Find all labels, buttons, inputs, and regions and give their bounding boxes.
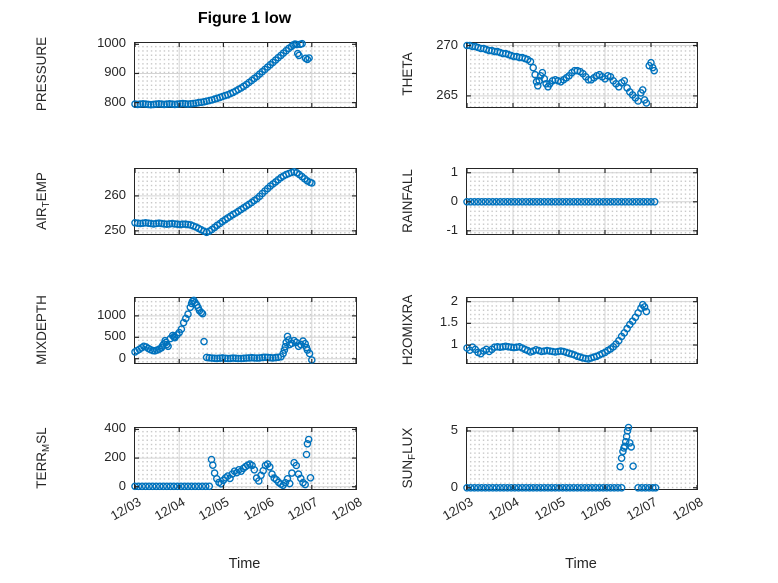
ytick-label-RAINFALL-0: 0 bbox=[450, 192, 458, 208]
axis-tick-marks bbox=[466, 428, 698, 489]
scatter-series bbox=[131, 39, 313, 109]
xtick-label-right-12/07: 12/07 bbox=[623, 494, 660, 524]
major-gridlines bbox=[135, 428, 356, 489]
major-gridlines bbox=[135, 169, 356, 234]
ytick-label-THETA-270: 270 bbox=[436, 36, 458, 52]
ytick-label-TERR_MSL-200: 200 bbox=[104, 449, 126, 465]
xtick-label-left-12/07: 12/07 bbox=[284, 494, 321, 524]
ytick-label-TERR_MSL-400: 400 bbox=[104, 420, 126, 436]
ytick-label-MIXDEPTH-1000: 1000 bbox=[97, 306, 126, 322]
ytick-label-AIR_TEMP-260: 260 bbox=[104, 186, 126, 202]
axis-tick-marks bbox=[466, 298, 698, 363]
subplot-SUN_FLUX bbox=[463, 423, 698, 492]
xtick-label-right-12/03: 12/03 bbox=[439, 494, 476, 524]
axis-tick-marks bbox=[134, 169, 357, 234]
ytick-label-SUN_FLUX-5: 5 bbox=[450, 421, 458, 437]
ytick-label-H2OMIXRA-2: 2 bbox=[450, 292, 458, 308]
subplot-TERR_MSL bbox=[131, 427, 357, 491]
major-gridlines bbox=[467, 298, 697, 363]
major-gridlines bbox=[135, 298, 356, 363]
ytick-label-PRESSURE-900: 900 bbox=[104, 64, 126, 80]
ytick-label-AIR_TEMP-250: 250 bbox=[104, 221, 126, 237]
ytick-label-MIXDEPTH-0: 0 bbox=[118, 349, 126, 365]
x-axis-label-right: Time bbox=[565, 556, 597, 572]
xtick-label-left-12/05: 12/05 bbox=[196, 494, 232, 524]
axis-tick-marks bbox=[466, 43, 698, 107]
scatter-series bbox=[131, 296, 316, 364]
subplot-H2OMIXRA bbox=[463, 297, 698, 364]
scatter-series bbox=[463, 197, 659, 206]
axis-tick-marks bbox=[466, 169, 698, 234]
x-axis-label-left: Time bbox=[228, 556, 261, 572]
xtick-label-left-12/03: 12/03 bbox=[107, 494, 144, 524]
axis-tick-marks bbox=[134, 43, 357, 107]
ytick-label-MIXDEPTH-500: 500 bbox=[104, 328, 126, 344]
subplot-RAINFALL bbox=[463, 168, 698, 235]
subplot-MIXDEPTH bbox=[131, 296, 357, 364]
major-gridlines bbox=[135, 43, 356, 107]
xtick-label-left-12/08: 12/08 bbox=[328, 494, 365, 524]
ytick-label-PRESSURE-1000: 1000 bbox=[97, 35, 126, 51]
scatter-series bbox=[463, 300, 651, 363]
ytick-label-H2OMIXRA-1.5: 1.5 bbox=[439, 314, 458, 330]
xtick-label-left-12/04: 12/04 bbox=[152, 494, 188, 524]
y-axis-label-SUN_FLUX: SUNFLUX bbox=[400, 427, 418, 488]
y-axis-label-TERR_MSL: TERRMSL bbox=[34, 426, 52, 489]
ytick-label-PRESSURE-800: 800 bbox=[104, 93, 126, 109]
ytick-label-H2OMIXRA-1: 1 bbox=[450, 336, 458, 352]
scatter-series bbox=[463, 423, 660, 492]
subplot-AIR_TEMP bbox=[131, 168, 357, 237]
ytick-label-SUN_FLUX-0: 0 bbox=[450, 478, 458, 494]
ytick-label-RAINFALL-1: 1 bbox=[450, 163, 458, 179]
xtick-label-right-12/04: 12/04 bbox=[485, 494, 522, 524]
xtick-label-left-12/06: 12/06 bbox=[240, 494, 277, 524]
xtick-label-right-12/08: 12/08 bbox=[669, 494, 706, 524]
scatter-series bbox=[131, 435, 315, 491]
subplot-PRESSURE bbox=[131, 39, 357, 109]
major-gridlines bbox=[467, 428, 697, 489]
xtick-label-right-12/05: 12/05 bbox=[531, 494, 568, 524]
ytick-label-RAINFALL--1: -1 bbox=[446, 221, 458, 237]
axis-tick-marks bbox=[134, 428, 357, 489]
axis-tick-marks bbox=[134, 298, 357, 363]
figure-title: Figure 1 low bbox=[197, 10, 292, 27]
scatter-series bbox=[131, 168, 316, 237]
ytick-label-TERR_MSL-0: 0 bbox=[118, 477, 126, 493]
xtick-label-right-12/06: 12/06 bbox=[577, 494, 614, 524]
subplot-THETA bbox=[463, 41, 698, 108]
ytick-label-THETA-265: 265 bbox=[436, 86, 458, 102]
scatter-series bbox=[463, 41, 658, 107]
